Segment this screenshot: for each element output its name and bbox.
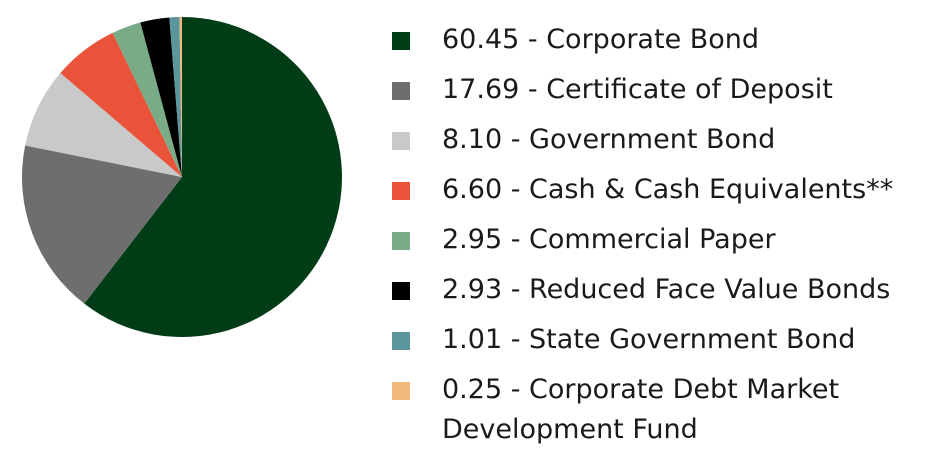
legend-swatch (392, 182, 410, 200)
legend-label: 8.10 - Government Bond (442, 124, 776, 155)
legend-swatch (392, 332, 410, 350)
legend-item: 0.25 - Corporate Debt Market Development… (392, 370, 942, 450)
pie-slice (112, 22, 182, 177)
legend-item: 60.45 - Corporate Bond (392, 20, 942, 60)
legend-swatch (392, 282, 410, 300)
legend-swatch (392, 382, 410, 400)
legend-item: 6.60 - Cash & Cash Equivalents** (392, 170, 942, 210)
legend-item: 8.10 - Government Bond (392, 120, 942, 160)
legend-label: 1.01 - State Government Bond (442, 324, 856, 355)
legend-swatch (392, 232, 410, 250)
pie-slice (84, 17, 342, 337)
pie-slice (140, 17, 182, 178)
pie-slice (21, 145, 183, 304)
legend-label: 6.60 - Cash & Cash Equivalents** (442, 174, 894, 205)
legend-swatch (392, 82, 410, 100)
pie-slice (179, 17, 182, 177)
legend-label: 17.69 - Certificate of Deposit (442, 74, 833, 105)
pie-slice (60, 32, 183, 178)
legend-label: 2.93 - Reduced Face Value Bonds (442, 274, 891, 305)
legend-item: 1.01 - State Government Bond (392, 320, 942, 360)
legend-swatch (392, 132, 410, 150)
legend-item: 2.93 - Reduced Face Value Bonds (392, 270, 942, 310)
legend-label: 0.25 - Corporate Debt Market Development… (442, 374, 840, 445)
legend-swatch (392, 32, 410, 50)
legend-label: 2.95 - Commercial Paper (442, 224, 776, 255)
legend-label: 60.45 - Corporate Bond (442, 24, 760, 55)
legend-item: 17.69 - Certificate of Deposit (392, 70, 942, 110)
legend-item: 2.95 - Commercial Paper (392, 220, 942, 260)
pie (21, 17, 342, 337)
pie-slice (25, 73, 183, 177)
pie-slice (169, 17, 182, 178)
